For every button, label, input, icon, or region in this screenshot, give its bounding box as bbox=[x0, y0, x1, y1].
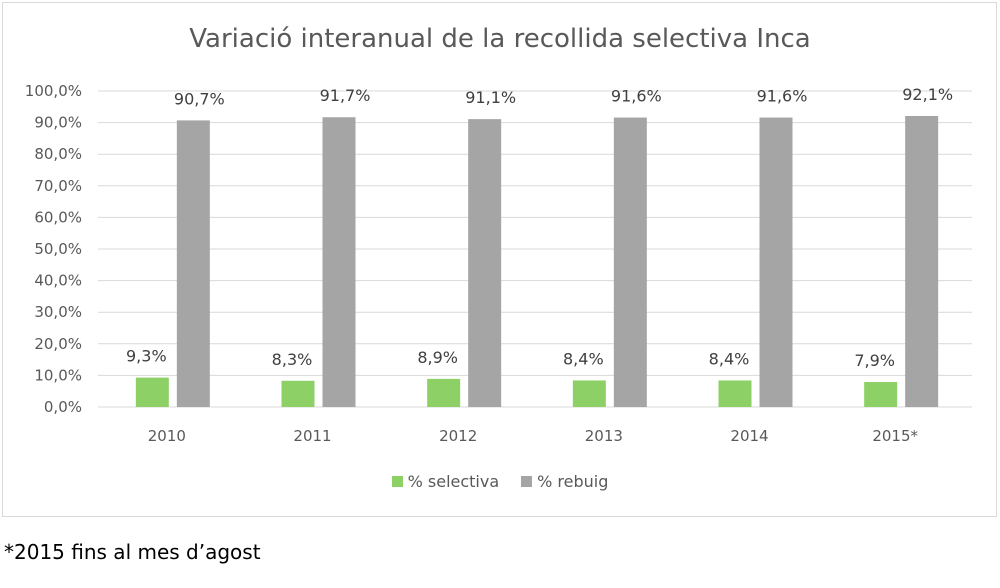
bar-rebuig bbox=[468, 119, 502, 408]
data-label: 7,9% bbox=[854, 351, 895, 370]
bar-rebuig bbox=[613, 117, 647, 407]
data-label: 8,4% bbox=[563, 349, 604, 368]
data-label: 9,3% bbox=[126, 347, 167, 366]
bar-selectiva bbox=[427, 378, 461, 407]
bar-rebuig bbox=[322, 117, 356, 407]
x-tick-label: 2014 bbox=[730, 427, 768, 445]
data-label: 90,7% bbox=[174, 89, 225, 108]
y-tick-label: 100,0% bbox=[25, 82, 82, 100]
y-tick-label: 90,0% bbox=[34, 114, 82, 132]
plot-area: 0,0% 10,0% 20,0% 30,0% 40,0% 50,0% 60,0% 70,0% 8… bbox=[25, 82, 972, 445]
y-tick-label: 30,0% bbox=[34, 303, 82, 321]
bar-rebuig bbox=[759, 117, 793, 407]
x-tick-label: 2011 bbox=[293, 427, 331, 445]
data-label: 92,1% bbox=[902, 85, 953, 104]
data-label: 8,4% bbox=[709, 349, 750, 368]
y-tick-label: 10,0% bbox=[34, 366, 82, 384]
y-tick-label: 0,0% bbox=[44, 398, 82, 416]
y-tick-label: 50,0% bbox=[34, 240, 82, 258]
y-tick-label: 70,0% bbox=[34, 177, 82, 195]
y-tick-label: 40,0% bbox=[34, 272, 82, 290]
bar-selectiva bbox=[718, 380, 752, 407]
x-tick-label: 2010 bbox=[148, 427, 186, 445]
legend: % selectiva % rebuig bbox=[0, 472, 1000, 491]
x-tick-label: 2015* bbox=[872, 427, 918, 445]
legend-label: % rebuig bbox=[537, 472, 609, 491]
data-label: 91,1% bbox=[465, 88, 516, 107]
data-label: 8,3% bbox=[272, 350, 313, 369]
data-label: 91,6% bbox=[611, 87, 662, 106]
y-tick-label: 20,0% bbox=[34, 335, 82, 353]
legend-item-selectiva: % selectiva bbox=[391, 472, 500, 491]
x-tick-label: 2013 bbox=[585, 427, 623, 445]
y-tick-label: 80,0% bbox=[34, 145, 82, 163]
x-tick-label: 2012 bbox=[439, 427, 477, 445]
data-label: 8,9% bbox=[417, 348, 458, 367]
data-label: 91,7% bbox=[320, 86, 371, 105]
legend-swatch-rebuig bbox=[521, 476, 533, 487]
chart-frame bbox=[2, 2, 997, 517]
bar-selectiva bbox=[864, 382, 898, 407]
legend-label: % selectiva bbox=[407, 472, 500, 491]
y-tick-label: 60,0% bbox=[34, 208, 82, 226]
chart-title: Variació interanual de la recollida sele… bbox=[189, 24, 811, 54]
legend-swatch-selectiva bbox=[391, 476, 403, 487]
bar-rebuig bbox=[176, 120, 210, 407]
footnote: *2015 fins al mes d’agost bbox=[4, 540, 261, 564]
data-label: 91,6% bbox=[757, 87, 808, 106]
bar-rebuig bbox=[905, 115, 939, 408]
bar-selectiva bbox=[135, 377, 169, 407]
legend-item-rebuig: % rebuig bbox=[521, 472, 608, 491]
bar-selectiva bbox=[281, 380, 315, 407]
bar-selectiva bbox=[572, 380, 606, 407]
